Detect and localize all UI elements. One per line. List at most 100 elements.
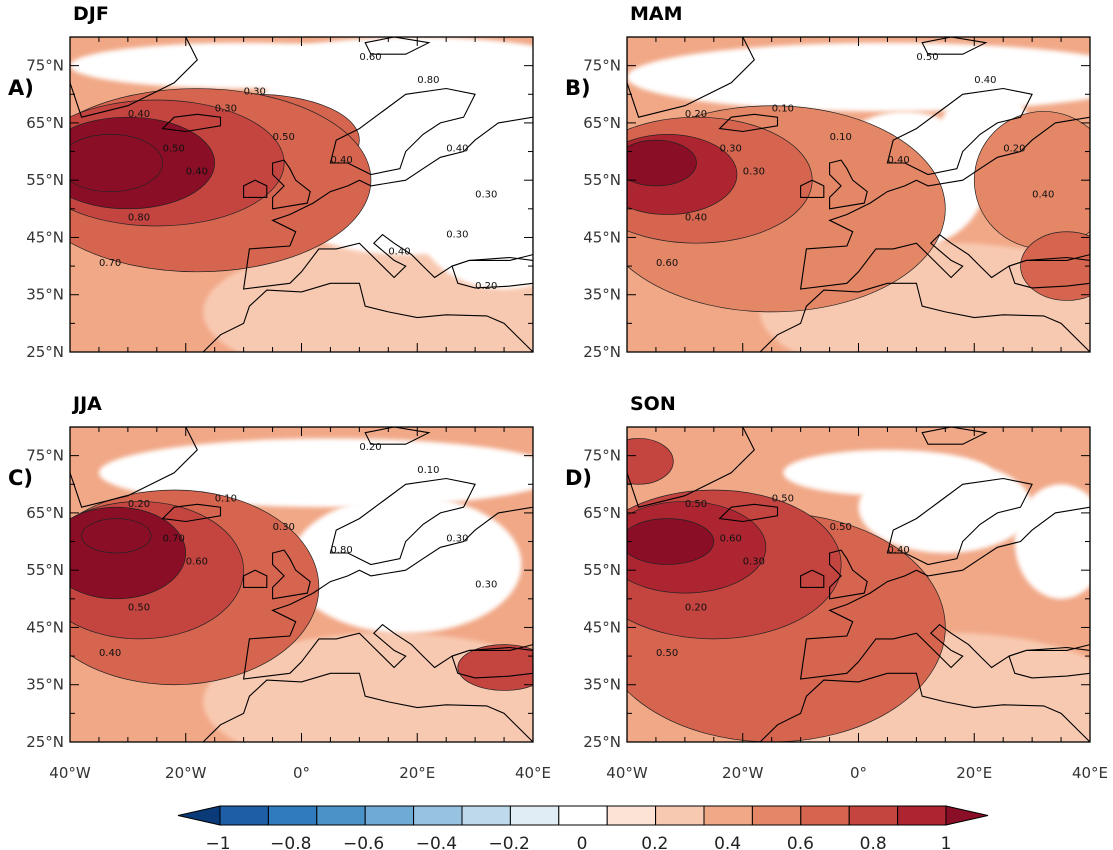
map-panel-jja: 0.20 0.10 0.30 0.80 0.700.60 0.50 0.40 0.20 0.10… [8,393,551,782]
contour-label: 0.50 [128,602,150,613]
contour-label: 0.20 [475,281,497,292]
colorbar-min-arrow [177,805,221,826]
contour-label: 0.40 [887,155,909,166]
contour-label: 0.70 [99,258,121,269]
contour-label: 0.70 [163,534,185,545]
contour-label: 0.40 [388,247,410,258]
colorbar-swatch [509,805,560,826]
coastline [451,256,533,289]
map-panels: 0.400.300.500.400.500.400.800.700.600.80… [8,3,1108,782]
coastline [242,116,533,290]
lat-tick-label: 25°N [583,343,621,361]
contour-label: 0.30 [743,556,765,567]
coastline [70,37,198,118]
lat-tick-label: 35°N [26,286,64,304]
lat-tick-label: 25°N [583,733,621,751]
colorbar-label: 0.2 [641,834,668,850]
contour-label: 0.80 [128,212,150,223]
contour-label: 0.60 [359,52,381,63]
contour-label: 0.30 [244,86,266,97]
contour-label: 0.10 [215,493,237,504]
coastline [1008,256,1090,289]
contour-label: 0.40 [128,109,150,120]
contour-label: 0.20 [359,442,381,453]
coastline [364,37,431,55]
lat-tick-label: 45°N [26,618,64,636]
coastline [243,569,268,588]
coastline [799,116,1090,290]
correlation-contour [627,139,697,187]
colorbar-swatch [558,805,608,826]
contour-label: 0.30 [475,579,497,590]
coastline [242,506,533,680]
contour-label: 0.40 [99,648,121,659]
colorbar-swatch [848,805,899,826]
contour-label: 0.50 [163,144,185,155]
contour-label: 0.30 [273,522,295,533]
contour-label: 0.10 [772,103,794,114]
coastline [202,672,533,742]
contour-label: 0.80 [330,545,352,556]
coastline [921,37,988,55]
colorbar-label: −0.6 [343,834,384,850]
contour-label: 0.30 [446,534,468,545]
colorbar-swatch [800,805,850,826]
map-field: 0.20 0.10 0.30 0.80 0.700.60 0.50 0.40 0.20 0.10… [70,427,533,742]
panel-letter: D) [565,466,592,490]
correlation-contour [457,644,533,691]
panel-letter: C) [8,466,33,490]
colorbar-label: −0.4 [416,834,457,850]
contour-label: 0.30 [720,144,742,155]
coastline [829,549,868,600]
insignificant-region [783,449,992,496]
contour-label: 0.40 [186,166,208,177]
lat-tick-label: 75°N [583,447,621,465]
colorbar-label: 1 [941,834,952,850]
lon-tick-label: 0° [293,764,310,782]
contour-label: 0.20 [685,602,707,613]
map-panel-mam: 0.20 0.10 0.10 0.40 0.300.30 0.40 0.60 0.50 0.40… [565,3,1091,361]
coastline [800,179,825,198]
lat-tick-label: 45°N [583,228,621,246]
coastline [70,427,198,508]
lat-tick-label: 65°N [26,114,64,132]
coastline [202,282,533,352]
colorbar-swatch [606,805,657,826]
contour-label: 0.10 [417,465,439,476]
lon-tick-label: 40°E [1072,764,1108,782]
coastline [718,503,779,523]
contour-label: 0.40 [1032,189,1054,200]
colorbar-swatch [655,805,705,826]
map-field: 0.20 0.10 0.10 0.40 0.300.30 0.40 0.60 0.50 0.40… [627,37,1090,352]
colorbar-label: −1 [205,834,230,850]
coastline [921,427,988,445]
contour-label: 0.30 [446,229,468,240]
colorbar-label: −0.2 [489,834,530,850]
contour-label: 0.60 [186,556,208,567]
lat-tick-label: 25°N [26,733,64,751]
lon-tick-label: 20°E [399,764,435,782]
correlation-contour [627,438,674,485]
correlation-contour [81,518,152,554]
coastline [799,506,1090,680]
contour-label: 0.30 [215,103,237,114]
coastline [759,282,1090,352]
colorbar-swatch [751,805,802,826]
field-band [203,632,533,742]
coastline [759,672,1090,742]
contour-label: 0.40 [446,144,468,155]
colorbar: −1 −0.8 −0.6 −0.4 −0.2 0 0.2 0.4 0.6 0.8 1 [177,805,989,850]
lat-tick-label: 45°N [583,618,621,636]
lat-tick-label: 25°N [26,343,64,361]
lat-tick-label: 75°N [583,57,621,75]
contour-label: 0.20 [685,109,707,120]
insignificant-region [417,151,533,289]
contour-label: 0.50 [830,522,852,533]
map-panel-son: 0.50 0.50 0.50 0.40 0.600.30 0.20 0.50 75°N 65°N… [565,393,1108,782]
panel-title: DJF [73,3,109,25]
map-field: 0.50 0.50 0.50 0.40 0.600.30 0.20 0.50 [627,427,1090,742]
coastline [627,37,755,118]
insignificant-region [289,495,522,634]
lat-tick-label: 35°N [26,676,64,694]
lon-tick-label: 20°E [956,764,992,782]
